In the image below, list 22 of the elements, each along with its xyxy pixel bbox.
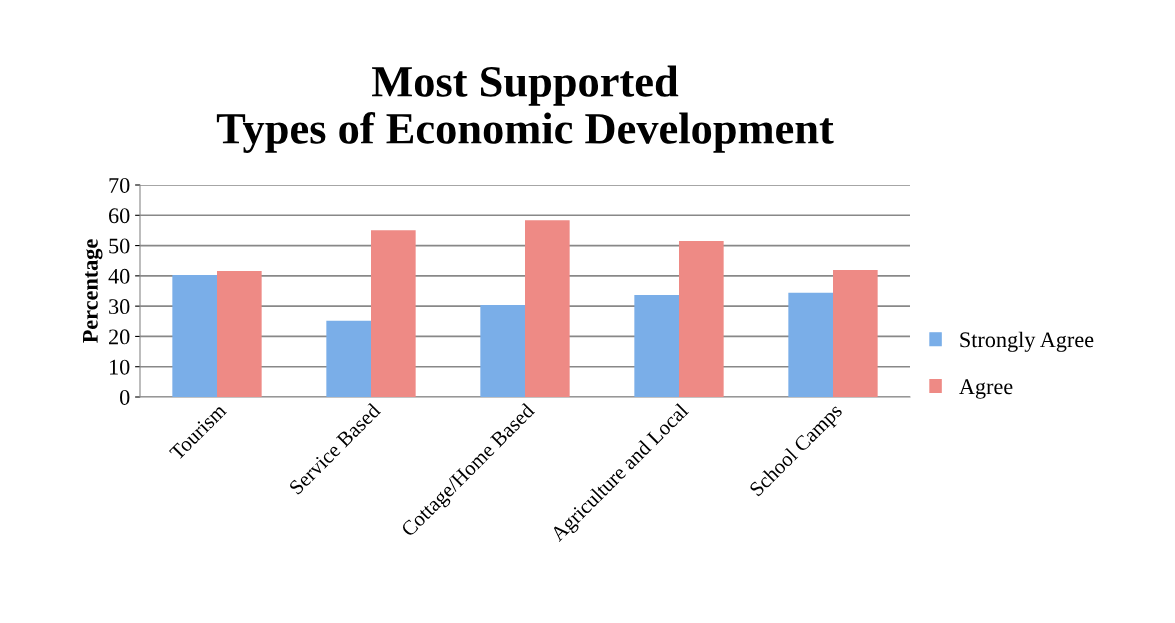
- y-tick-label: 60: [109, 208, 130, 224]
- legend-label: Strongly Agree: [960, 331, 1094, 352]
- y-tick-label: 0: [120, 389, 130, 405]
- y-tick-label: 10: [110, 359, 130, 375]
- y-tick-label: 40: [108, 268, 130, 284]
- bar: [326, 320, 371, 397]
- bar: [634, 294, 679, 397]
- bar: [480, 304, 525, 397]
- bar: [172, 274, 217, 397]
- bar: [371, 230, 416, 397]
- bar: [217, 271, 262, 397]
- bar: [679, 241, 724, 397]
- chart-title: Most Supported Types of Economic Development: [216, 65, 834, 153]
- y-tick-label: 30: [109, 299, 130, 315]
- legend-label: Agree: [959, 379, 1013, 399]
- bar: [525, 220, 570, 397]
- y-axis-title: Percentage: [83, 239, 103, 343]
- y-tick-label: 50: [109, 238, 130, 254]
- bar: [833, 270, 878, 397]
- bar: [788, 292, 833, 397]
- y-tick-label: 20: [109, 329, 130, 345]
- y-tick-label: 70: [109, 177, 130, 193]
